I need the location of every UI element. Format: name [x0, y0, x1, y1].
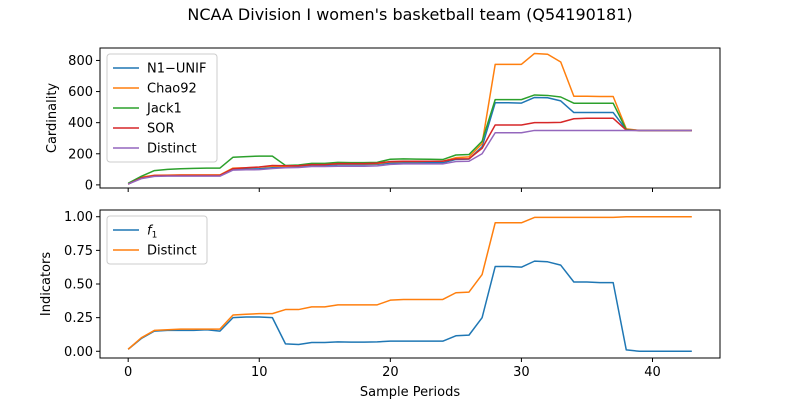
- y-tick-label: 400: [68, 116, 93, 131]
- legend-label: Chao92: [147, 82, 197, 97]
- y-tick-label: 0.50: [64, 278, 93, 293]
- chart-title: NCAA Division I women's basketball team …: [187, 5, 632, 24]
- y-axis-label: Indicators: [39, 252, 54, 316]
- legend-label: Distinct: [147, 244, 197, 259]
- y-tick-label: 0.00: [64, 345, 93, 360]
- legend-box: [106, 215, 208, 265]
- axes-frame: [99, 47, 721, 189]
- legend: f1 Distinct: [106, 215, 208, 265]
- y-axis-label: Cardinality: [45, 83, 60, 154]
- y-tick-label: 200: [68, 147, 93, 162]
- indicators-panel: 0 10 20 30 40 0.00 0.25 0.50 0.75 1.00 Indicators f…: [39, 209, 721, 380]
- legend-box: [106, 53, 218, 163]
- series-line-jack1: [127, 94, 692, 184]
- legend-label: f1: [147, 224, 157, 241]
- x-tick-label: 0: [124, 365, 132, 380]
- series-line-sor: [127, 117, 692, 185]
- y-tick-label: 800: [68, 54, 93, 69]
- x-tick-label: 30: [513, 365, 530, 380]
- x-tick-label: 20: [382, 365, 399, 380]
- y-tick-label: 1.00: [64, 210, 93, 225]
- legend: N1−UNIF Chao92 Jack1 SOR Distinct: [106, 53, 218, 163]
- series-line-distinct: [127, 215, 692, 350]
- series-lines: [127, 52, 692, 185]
- y-tick-label: 0: [85, 178, 93, 193]
- legend-label: Jack1: [146, 102, 182, 117]
- series-lines: [127, 215, 692, 353]
- series-line-f1: [127, 260, 692, 353]
- series-line-distinct: [127, 129, 692, 185]
- y-tick-label: 0.75: [64, 244, 93, 259]
- x-axis-label: Sample Periods: [360, 385, 460, 400]
- cardinality-panel: 0 200 400 600 800 Cardinality N1−UNIF Chao92 Jac…: [45, 47, 721, 193]
- x-tick-label: 40: [644, 365, 661, 380]
- y-tick-label: 0.25: [64, 311, 93, 326]
- legend-label: Distinct: [147, 142, 197, 157]
- legend-label: SOR: [147, 122, 175, 137]
- x-tick-label: 10: [251, 365, 268, 380]
- y-tick-label: 600: [68, 85, 93, 100]
- legend-label: N1−UNIF: [147, 62, 206, 77]
